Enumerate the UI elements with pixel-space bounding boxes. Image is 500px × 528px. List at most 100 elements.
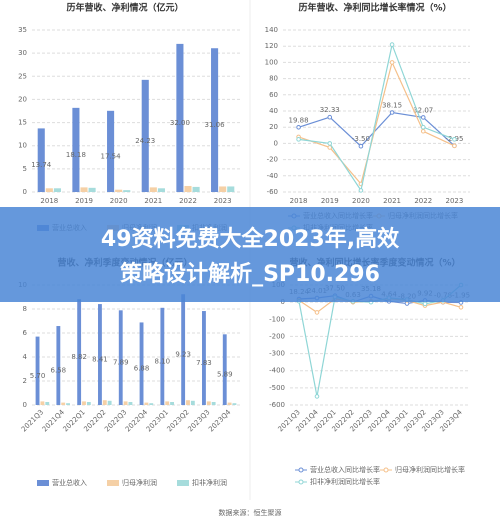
bar bbox=[222, 334, 227, 405]
bar bbox=[170, 402, 174, 405]
legend-swatch bbox=[177, 480, 189, 486]
bar bbox=[206, 401, 211, 405]
bar bbox=[123, 190, 131, 192]
point bbox=[452, 143, 457, 149]
bar bbox=[61, 402, 66, 405]
legend-swatch bbox=[383, 467, 389, 473]
y-tick-label: 80 bbox=[269, 75, 278, 83]
y-tick-label: 8 bbox=[23, 305, 27, 313]
bar bbox=[190, 400, 195, 405]
value-label: 6.58 bbox=[51, 367, 67, 375]
bar bbox=[186, 400, 190, 405]
bar bbox=[232, 403, 237, 405]
bar bbox=[184, 185, 192, 192]
bar bbox=[107, 400, 112, 405]
y-tick-label: 40 bbox=[269, 107, 278, 115]
y-tick-label: 0 bbox=[274, 139, 278, 147]
point bbox=[358, 143, 364, 149]
x-tick-label: 2021 bbox=[144, 197, 162, 205]
bar bbox=[115, 189, 123, 192]
line bbox=[298, 42, 455, 192]
bar bbox=[80, 187, 88, 192]
bar bbox=[176, 43, 184, 193]
value-label: 7.83 bbox=[196, 359, 212, 367]
bar bbox=[102, 400, 107, 405]
x-tick-label: 2023 bbox=[214, 197, 232, 205]
legend-label: 扣非净利润同比增长率 bbox=[310, 477, 380, 486]
banner-bg bbox=[0, 207, 500, 302]
legend-label: 归母净利润同比增长率 bbox=[395, 465, 465, 474]
bar bbox=[88, 187, 96, 192]
point bbox=[327, 141, 333, 146]
point bbox=[296, 137, 301, 142]
value-label: 8.10 bbox=[155, 357, 171, 365]
legend-swatch bbox=[37, 480, 49, 486]
bar bbox=[165, 401, 170, 405]
x-tick-label: 2023 bbox=[446, 197, 464, 205]
y-tick-label: -300 bbox=[269, 350, 285, 358]
bar bbox=[35, 336, 40, 405]
y-tick-label: 35 bbox=[18, 26, 27, 34]
bar bbox=[45, 188, 53, 192]
line bbox=[298, 60, 455, 186]
x-tick-label: 2019 bbox=[75, 197, 93, 205]
y-tick-label: -100 bbox=[269, 315, 285, 323]
x-tick-label: 2021 bbox=[383, 197, 401, 205]
bar bbox=[128, 402, 133, 405]
legend-swatch bbox=[298, 467, 304, 473]
y-tick-label: -40 bbox=[267, 172, 278, 180]
point bbox=[420, 124, 426, 130]
value-label: 17.54 bbox=[101, 152, 122, 160]
value-label: -3.50 bbox=[352, 135, 370, 143]
source: 数据来源：恒生聚源 bbox=[219, 508, 282, 517]
x-tick-label: 2019 bbox=[321, 197, 339, 205]
y-tick-label: 30 bbox=[18, 49, 27, 57]
point bbox=[389, 60, 395, 65]
x-tick-label: 2022 bbox=[179, 197, 197, 205]
point bbox=[327, 114, 333, 120]
y-tick-label: -400 bbox=[269, 367, 285, 375]
y-tick-label: 5 bbox=[23, 165, 27, 173]
bar bbox=[107, 110, 115, 192]
bar bbox=[181, 294, 186, 405]
bar bbox=[72, 107, 80, 192]
bar bbox=[211, 48, 219, 192]
bar bbox=[118, 310, 123, 405]
banner-line: 策略设计解析_SP10.296 bbox=[120, 261, 380, 287]
y-tick-label: 120 bbox=[265, 42, 278, 50]
y-tick-label: -60 bbox=[267, 188, 278, 196]
x-tick-label: 2018 bbox=[290, 197, 308, 205]
y-tick-label: 25 bbox=[18, 72, 27, 80]
x-tick-label: 2022 bbox=[414, 197, 432, 205]
y-tick-label: 0 bbox=[23, 188, 27, 196]
bar bbox=[157, 188, 165, 192]
point bbox=[314, 310, 320, 315]
value-label: 8.41 bbox=[92, 356, 108, 364]
bar bbox=[66, 403, 70, 405]
legend-label: 营业总收入 bbox=[52, 478, 87, 487]
legend-label: 扣非净利润 bbox=[192, 478, 227, 487]
value-label: 38.15 bbox=[382, 101, 402, 109]
bar bbox=[149, 187, 157, 192]
bar bbox=[141, 79, 149, 192]
point bbox=[458, 304, 464, 310]
bar bbox=[227, 402, 232, 405]
bar bbox=[45, 402, 50, 405]
x-tick-label: 2018 bbox=[40, 197, 58, 205]
y-tick-label: 20 bbox=[269, 123, 278, 131]
bar bbox=[123, 401, 128, 405]
y-tick-label: 0 bbox=[23, 401, 27, 409]
value-label: 19.88 bbox=[289, 116, 309, 124]
y-tick-label: 6 bbox=[23, 329, 28, 337]
y-tick-label: 100 bbox=[265, 58, 278, 66]
value-label: 31.06 bbox=[205, 121, 226, 129]
y-tick-label: 2 bbox=[23, 377, 27, 385]
value-label: 7.89 bbox=[113, 359, 129, 367]
bar bbox=[202, 311, 206, 405]
value-label: 32.00 bbox=[170, 119, 190, 127]
chart-title: 历年营收、净利情况（亿元） bbox=[66, 2, 183, 14]
bar bbox=[149, 403, 154, 405]
point bbox=[389, 42, 395, 47]
bar bbox=[53, 188, 61, 192]
bar bbox=[219, 186, 227, 192]
